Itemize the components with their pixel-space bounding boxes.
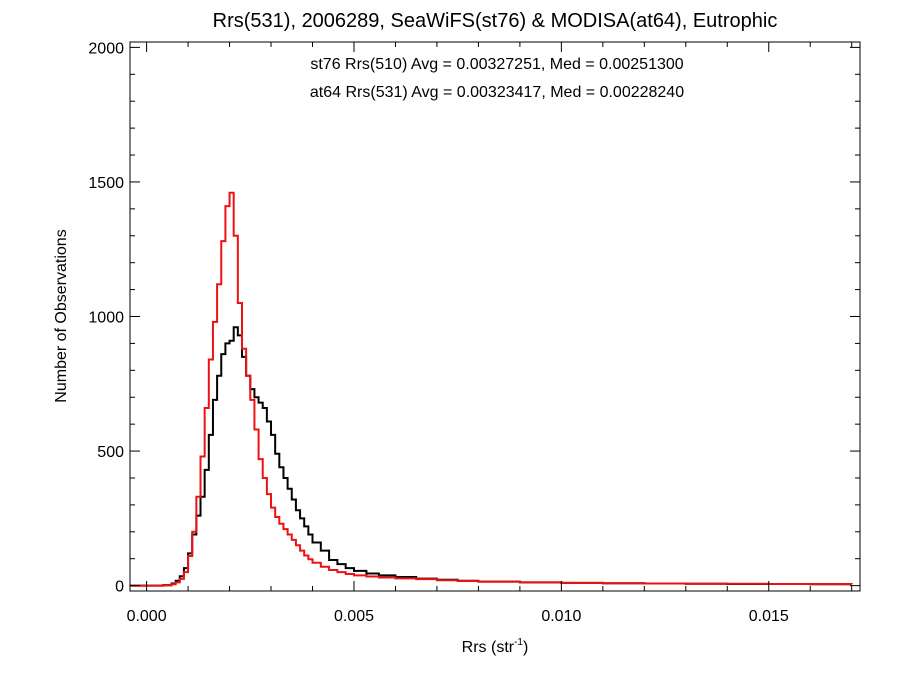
x-axis-label-superscript: -1 (514, 637, 523, 648)
x-axis-label: Rrs (str-1) (462, 637, 529, 656)
y-axis-label: Number of Observations (53, 229, 70, 402)
y-tick-label: 2000 (88, 40, 124, 57)
chart-title: Rrs(531), 2006289, SeaWiFS(st76) & MODIS… (213, 10, 778, 32)
x-tick-label: 0.000 (127, 608, 167, 625)
x-axis-label-end: ) (523, 639, 528, 656)
series-line-1 (130, 191, 853, 587)
y-tick-label: 500 (97, 444, 124, 461)
y-axis: 0 500 1000 1500 2000 (88, 40, 860, 596)
legend-entry-at64: at64 Rrs(531) Avg = 0.00323417, Med = 0.… (310, 84, 684, 101)
y-tick-label: 0 (115, 579, 124, 596)
x-tick-label: 0.010 (541, 608, 581, 625)
series-layer (130, 191, 853, 587)
legend-entry-st76: st76 Rrs(510) Avg = 0.00327251, Med = 0.… (310, 56, 683, 73)
plot-frame (129, 41, 861, 592)
y-tick-label: 1500 (88, 175, 124, 192)
x-axis-label-main: Rrs (str (462, 639, 515, 656)
x-tick-label: 0.015 (749, 608, 789, 625)
legend: st76 Rrs(510) Avg = 0.00327251, Med = 0.… (310, 56, 684, 101)
series-line-0 (130, 326, 852, 587)
x-axis: 0.000 0.005 0.010 0.015 (127, 42, 853, 625)
y-tick-label: 1000 (88, 310, 124, 327)
x-tick-label: 0.005 (334, 608, 374, 625)
